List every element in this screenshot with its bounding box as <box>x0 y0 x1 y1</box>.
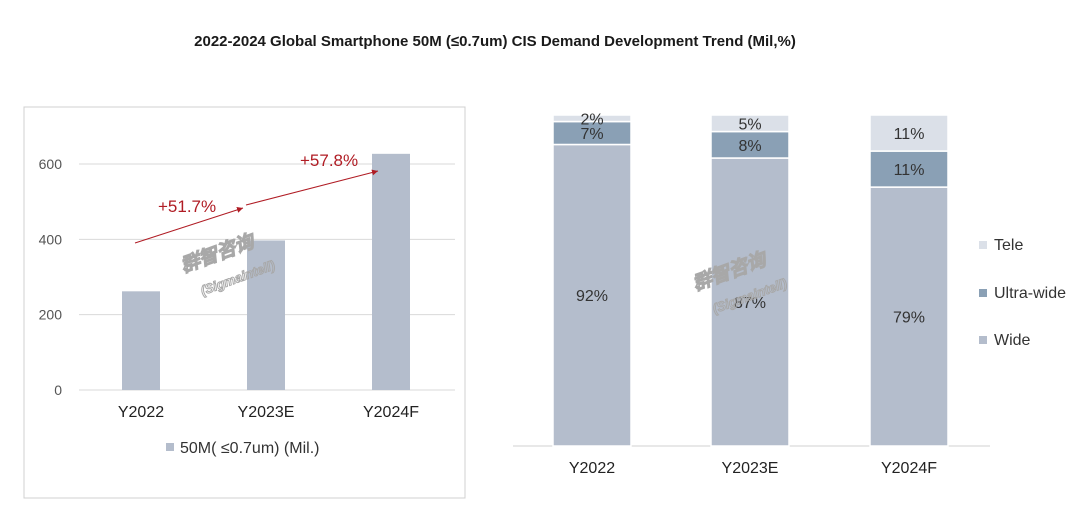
label-y2024f-ultra-wide: 11% <box>894 162 925 179</box>
label-y2022-tele: 2% <box>580 111 603 128</box>
y-tick-400: 400 <box>39 231 63 247</box>
legend-swatch-tele <box>979 241 987 249</box>
left-y-axis: 0 200 400 600 <box>39 156 63 398</box>
segment-y2023e-tele <box>710 114 790 133</box>
y-tick-200: 200 <box>39 307 63 323</box>
legend-label-tele: Tele <box>994 237 1023 254</box>
legend-label-ultra-wide: Ultra-wide <box>994 285 1066 302</box>
legend-label-50m: 50M( ≤0.7um) (Mil.) <box>180 440 319 457</box>
page-title: 2022-2024 Global Smartphone 50M (≤0.7um)… <box>194 33 796 50</box>
label-y2022-wide: 92% <box>576 288 608 305</box>
growth-label-2: +57.8% <box>300 151 358 170</box>
left-chart-frame <box>23 106 466 499</box>
left-bars <box>122 153 410 390</box>
y-tick-600: 600 <box>39 156 63 172</box>
label-y2023e-tele: 5% <box>738 116 761 133</box>
segment-y2023e-ultra-wide <box>710 130 790 159</box>
legend-swatch-wide <box>979 336 987 344</box>
growth-label-1: +51.7% <box>158 197 216 216</box>
segment-y2024f-ultra-wide <box>869 150 949 188</box>
growth-arrow-1 <box>134 206 244 244</box>
segment-y2022-tele <box>552 114 632 123</box>
left-x-axis: Y2022 Y2023E Y2024F <box>118 404 419 421</box>
label-y2024f-wide: 79% <box>893 310 925 327</box>
bar-y2024f <box>372 153 410 390</box>
right-x-tick-y2024f: Y2024F <box>881 460 937 477</box>
right-stacked-bars: 92% 7%2% 87% 8% 5% 79% 11% 11% <box>552 111 949 447</box>
right-x-tick-y2022: Y2022 <box>569 460 615 477</box>
label-y2023e-wide: 87% <box>734 295 766 312</box>
x-tick-y2023e: Y2023E <box>238 404 295 421</box>
right-x-tick-y2023e: Y2023E <box>722 460 779 477</box>
right-legend: Tele Ultra-wide Wide <box>979 237 1066 349</box>
growth-arrow-2 <box>245 169 379 206</box>
x-tick-y2024f: Y2024F <box>363 404 419 421</box>
segment-y2024f-wide <box>869 186 949 447</box>
growth-annotations: +51.7% +57.8% <box>134 151 379 244</box>
y-tick-0: 0 <box>54 382 62 398</box>
label-y2023e-ultra-wide: 8% <box>738 138 761 155</box>
bar-y2023e <box>247 240 285 390</box>
left-legend: 50M( ≤0.7um) (Mil.) <box>166 440 319 457</box>
legend-swatch-ultra-wide <box>979 289 987 297</box>
right-x-axis: Y2022 Y2023E Y2024F <box>569 460 937 477</box>
x-tick-y2022: Y2022 <box>118 404 164 421</box>
bar-y2022 <box>122 291 160 390</box>
segment-y2024f-tele <box>869 114 949 152</box>
label-y2024f-tele: 11% <box>894 126 925 143</box>
legend-swatch-50m <box>166 443 174 451</box>
label-y2022-ultra-wide: 7% <box>580 126 603 143</box>
segment-y2023e-wide <box>710 157 790 447</box>
legend-label-wide: Wide <box>994 332 1031 349</box>
